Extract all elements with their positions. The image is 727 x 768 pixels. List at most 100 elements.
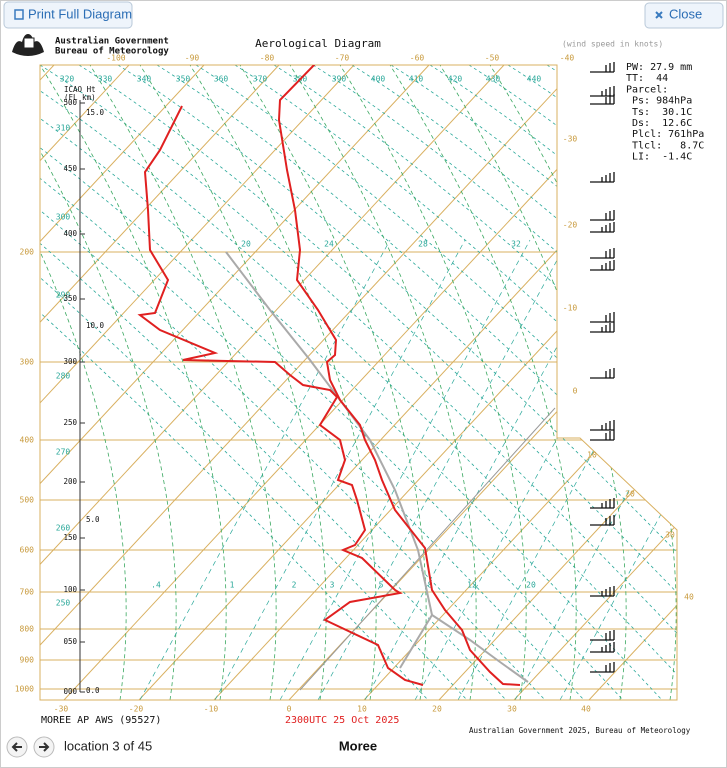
print-button[interactable]: Print Full Diagram xyxy=(3,1,133,29)
dry-adiabat xyxy=(312,65,677,700)
theta-label: 390 xyxy=(332,75,347,84)
temperature-line xyxy=(277,65,521,686)
mixing-label: .4 xyxy=(151,581,161,590)
temp-label: -40 xyxy=(560,54,575,63)
dry-adiabat xyxy=(156,65,677,700)
height-km: 15.0 xyxy=(86,108,105,117)
pressure-label: 400 xyxy=(20,436,35,445)
wind-barb xyxy=(590,322,615,333)
pressure-label: 1000 xyxy=(15,685,34,694)
close-button[interactable]: Close xyxy=(644,2,724,29)
isotherm xyxy=(213,65,677,700)
wind-barb xyxy=(590,62,615,73)
dry-adiabat xyxy=(351,65,677,700)
copyright: Australian Government 2025, Bureau of Me… xyxy=(469,726,691,735)
parcel-line xyxy=(431,614,529,683)
mixing-label: 32 xyxy=(511,240,521,249)
close-label[interactable]: Close xyxy=(669,6,702,21)
temp-label: -20 xyxy=(129,705,144,714)
skew-temp-label: 30 xyxy=(665,531,675,540)
theta-label: 270 xyxy=(56,448,71,457)
temp-label: -60 xyxy=(410,54,425,63)
isotherm xyxy=(40,65,205,700)
isotherm xyxy=(513,65,677,700)
wind-barb xyxy=(590,430,615,441)
diagram-title: Aerological Diagram xyxy=(255,37,381,50)
prev-button[interactable] xyxy=(6,736,28,758)
dewpoint-line xyxy=(137,105,424,686)
next-button[interactable] xyxy=(33,736,55,758)
theta-label: 420 xyxy=(448,75,463,84)
temp-label: -80 xyxy=(260,54,275,63)
mixing-label: 24 xyxy=(324,240,334,249)
pressure-label: 300 xyxy=(20,358,35,367)
wind-barb xyxy=(590,210,615,221)
icao-level: 100 xyxy=(63,585,77,594)
dry-adiabat xyxy=(40,65,663,700)
info-line: Ps: 984hPa xyxy=(626,96,692,107)
dry-adiabat xyxy=(78,65,677,700)
pressure-label: 200 xyxy=(20,248,35,257)
wind-barb xyxy=(590,420,615,431)
wind-barb xyxy=(590,662,615,673)
temp-label: 30 xyxy=(507,705,517,714)
icao-level: 500 xyxy=(63,98,77,107)
moist-adiabat xyxy=(189,65,377,700)
mixing-label: 1 xyxy=(230,581,235,590)
mixing-label: 2 xyxy=(292,581,297,590)
moist-adiabat xyxy=(40,65,177,700)
isotherm xyxy=(40,65,355,700)
temp-label: -100 xyxy=(106,54,125,63)
mixing-ratio-line xyxy=(214,239,466,700)
isotherm xyxy=(40,65,430,700)
isotherm xyxy=(40,65,580,700)
theta-label: 400 xyxy=(371,75,386,84)
theta-label: 290 xyxy=(56,291,71,300)
pressure-label: 900 xyxy=(20,656,35,665)
height-km: 5.0 xyxy=(86,515,100,524)
moist-adiabat xyxy=(289,65,477,700)
mixing-ratio-line xyxy=(279,239,531,700)
dry-adiabat xyxy=(40,65,677,700)
isotherm xyxy=(40,65,280,700)
mixing-label: 5 xyxy=(379,581,384,590)
icao-level: 400 xyxy=(63,229,77,238)
print-label[interactable]: Print Full Diagram xyxy=(28,6,132,21)
org-line: Bureau of Meteorology xyxy=(55,47,169,57)
axis-labels: -100 -90 -80 -70 -60 -50 -40-30 -20 -10 0 10 20 30 40… xyxy=(15,54,694,714)
skew-temp-label: -20 xyxy=(563,221,578,230)
mixing-label: 20 xyxy=(241,240,251,249)
temp-label: -90 xyxy=(185,54,200,63)
icao-level: 250 xyxy=(63,418,77,427)
moist-adiabat xyxy=(339,65,527,700)
pressure-label: 500 xyxy=(20,496,35,505)
icao-level: 300 xyxy=(63,357,77,366)
icao-title: ICAO Ht xyxy=(64,85,96,94)
temp-label: 40 xyxy=(581,705,591,714)
dry-adiabat xyxy=(234,65,677,700)
dry-adiabat xyxy=(117,65,677,700)
wind-barb xyxy=(590,172,615,183)
icao-level: 000 xyxy=(63,687,77,696)
temp-label: -30 xyxy=(54,705,69,714)
theta-label: 280 xyxy=(56,372,71,381)
icao-level: 350 xyxy=(63,294,77,303)
plot-frame xyxy=(39,64,678,701)
isotherm xyxy=(438,65,677,700)
wind-barb xyxy=(590,94,615,105)
mixing-label: 20 xyxy=(526,581,536,590)
isotherm xyxy=(40,65,505,700)
mixing-ratio-line xyxy=(139,239,391,700)
info-line: Tlcl: 8.7C xyxy=(626,140,704,151)
height-km: 10.0 xyxy=(86,321,105,330)
dry-adiabat xyxy=(195,65,677,700)
org-line: Australian Government xyxy=(55,36,169,47)
dry-adiabat xyxy=(390,65,677,700)
temp-label: 0 xyxy=(287,705,292,714)
info-line: Parcel: xyxy=(626,84,668,95)
wind-barb xyxy=(590,642,615,653)
theta-label: 410 xyxy=(409,75,424,84)
info-line: Plcl: 761hPa xyxy=(626,129,704,140)
station: MOREE AP AWS (95527) xyxy=(41,715,161,726)
